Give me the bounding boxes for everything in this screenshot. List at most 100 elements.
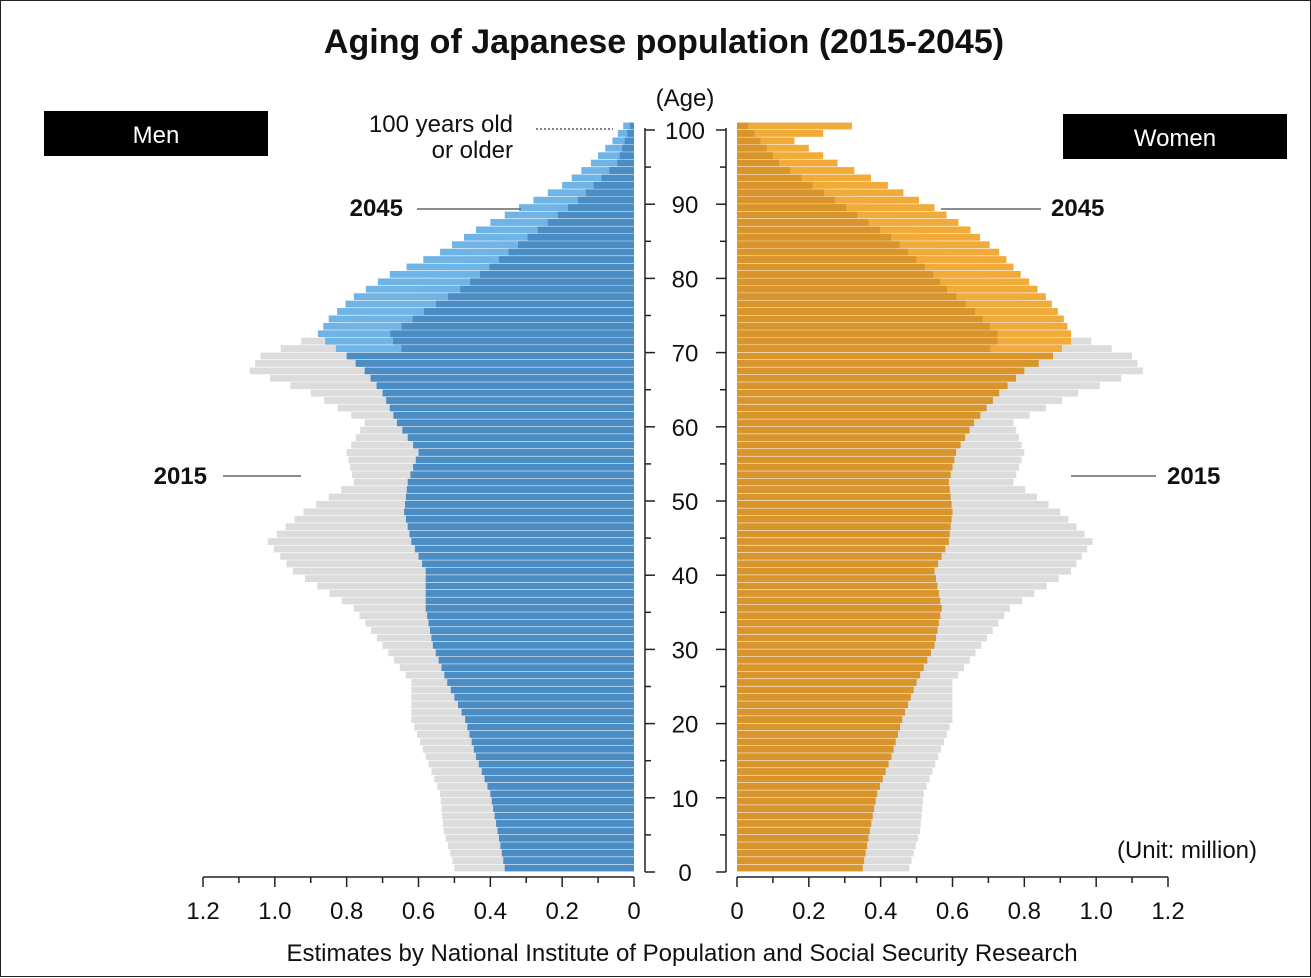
bar-2045-women-age-31 (737, 634, 936, 642)
bar-2045-women-age-35 (737, 604, 942, 612)
age-tick-label-30: 30 (672, 637, 699, 664)
bar-2045-women-age-64 (737, 389, 1000, 397)
bar-2045-women-age-46 (737, 523, 951, 531)
bar-2045-women-core-age-75 (737, 308, 976, 315)
bar-2045-women-core-age-84 (737, 241, 900, 249)
women-label: Women (1134, 125, 1216, 152)
x-axis-women: 0 0.2 0.4 0.6 0.8 1.0 1.2 (730, 876, 1185, 925)
bar-2045-men-age-31 (431, 634, 634, 642)
bar-2045-women-age-10 (737, 790, 878, 798)
bar-2045-men-age-19 (467, 723, 634, 731)
age-tick-label-40: 40 (672, 563, 699, 590)
age-tick-label-100: 100 (665, 118, 705, 145)
bar-2045-men-age-64 (382, 389, 634, 397)
bar-2045-men-age-69 (346, 352, 634, 360)
bar-2045-men-core-age-75 (423, 308, 634, 315)
bar-2045-men-age-59 (402, 426, 634, 434)
unit-label: (Unit: million) (1117, 837, 1257, 864)
bar-2045-women-core-age-87 (737, 219, 869, 226)
bar-2045-women-age-9 (737, 797, 876, 805)
bar-2045-women-age-40 (737, 567, 935, 575)
bar-2045-women-core-age-76 (737, 300, 966, 308)
bar-2045-women-core-age-94 (737, 167, 791, 174)
age-tick-label-90: 90 (672, 192, 699, 219)
bar-2045-men-core-age-73 (401, 322, 634, 330)
age-axis: 0 10 20 30 40 50 60 70 80 90 100 (644, 118, 727, 887)
bar-2045-men-age-17 (471, 738, 634, 746)
top-age-label-line1: 100 years old (369, 111, 513, 138)
bar-2045-men-core-age-80 (479, 270, 634, 278)
bar-2045-men-age-24 (450, 686, 634, 694)
bar-2045-women-age-25 (737, 679, 917, 686)
bar-2045-women-age-45 (737, 530, 950, 538)
x-tick-label-men-4: 0.4 (474, 898, 507, 925)
bar-2045-men-core-age-90 (577, 196, 634, 204)
bar-2045-women-age-58 (737, 434, 966, 442)
bar-2045-men-age-60 (396, 419, 634, 427)
bar-2045-men-core-age-93 (601, 174, 634, 182)
bar-2045-women-age-24 (737, 686, 914, 694)
bar-2045-men-age-57 (413, 441, 634, 449)
bar-2045-women-age-33 (737, 619, 939, 627)
bar-2045-men-age-61 (393, 411, 634, 419)
bar-2045-women-age-27 (737, 664, 924, 672)
bar-2045-men-age-51 (406, 486, 634, 493)
bar-2045-women-age-68 (737, 360, 1039, 367)
age-tick-label-10: 10 (672, 786, 699, 813)
bar-2045-women-core-age-82 (737, 256, 917, 263)
women-2015-label: 2015 (1167, 463, 1220, 490)
bar-2045-women-age-4 (737, 834, 869, 842)
bar-2045-men-core-age-84 (518, 241, 634, 249)
bar-2045-women-core-age-99 (737, 130, 755, 137)
bar-2045-men-age-12 (484, 775, 634, 783)
chart-title: Aging of Japanese population (2015-2045) (324, 23, 1004, 61)
bar-2045-women-age-38 (737, 582, 938, 590)
bar-2045-men-core-age-100 (629, 122, 634, 130)
bar-2045-women-age-20 (737, 716, 903, 723)
bar-2045-women-core-age-78 (737, 285, 948, 293)
bar-2045-men-age-98 (612, 137, 634, 145)
bar-2045-women-core-age-83 (737, 248, 908, 256)
age-tick-label-70: 70 (672, 341, 699, 368)
bar-2045-men-age-30 (432, 641, 634, 649)
bar-2045-men-core-age-96 (619, 152, 634, 160)
bar-2045-women-age-21 (737, 708, 906, 716)
bar-2045-women-core-age-93 (737, 174, 802, 182)
bar-2045-men-age-97 (605, 144, 634, 152)
bar-2045-women-age-28 (737, 656, 928, 664)
bar-2045-men-age-58 (407, 434, 634, 442)
bar-2045-men-core-age-70 (401, 345, 634, 352)
bar-2045-men-age-68 (355, 360, 634, 367)
men-2045-label: 2045 (350, 195, 403, 222)
bar-2045-men-core-age-97 (622, 144, 634, 152)
bar-2045-women-age-16 (737, 745, 894, 753)
x-tick-label-men-2: 0.8 (330, 898, 363, 925)
bar-2045-men-age-28 (438, 656, 634, 664)
bar-2045-women-age-41 (737, 560, 939, 568)
x-tick-label-men-3: 0.6 (402, 898, 435, 925)
bar-2045-women-age-36 (737, 597, 941, 605)
bar-2045-men-core-age-74 (412, 315, 634, 323)
x-tick-label-women-1: 0.2 (792, 898, 825, 925)
bar-2045-women-age-50 (737, 493, 951, 501)
bar-2045-women-age-32 (737, 627, 938, 634)
bar-2045-men-age-41 (422, 560, 634, 568)
bar-2045-men-core-age-95 (617, 159, 634, 167)
bar-2045-women-age-8 (737, 805, 875, 813)
bar-2045-men-core-age-77 (448, 293, 634, 301)
bar-2045-women-age-43 (737, 545, 946, 553)
bar-2045-women-age-48 (737, 508, 953, 516)
bar-2045-men-age-44 (411, 538, 634, 545)
bar-2045-women-age-95 (737, 159, 838, 167)
x-tick-label-women-4: 0.8 (1008, 898, 1041, 925)
bar-2045-men-core-age-71 (393, 337, 634, 345)
bar-2045-men-age-9 (491, 797, 634, 805)
bar-2045-men-age-32 (429, 627, 634, 634)
bar-2045-men-age-96 (598, 152, 634, 160)
bar-2045-women-core-age-100 (737, 122, 749, 130)
x-tick-label-men-1: 1.0 (258, 898, 291, 925)
bar-2045-women-age-2 (737, 849, 866, 857)
bar-2045-men-age-50 (405, 493, 634, 501)
men-label-box (44, 111, 268, 156)
men-2015-label: 2015 (154, 463, 207, 490)
